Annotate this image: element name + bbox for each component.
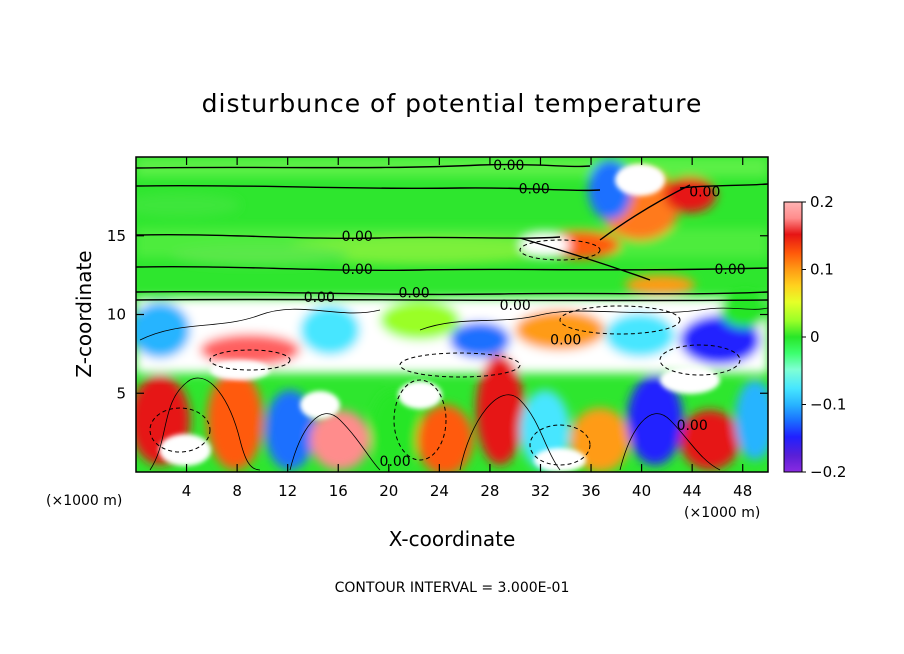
x-tick-label: 32 — [531, 482, 550, 500]
colorbar-tick-label: −0.2 — [810, 463, 846, 481]
contour-labels: 0.00 0.00 0.00 0.00 0.00 0.00 0.00 0.00 0.00 0.00… — [304, 158, 746, 470]
colorbar-tick-label: 0.1 — [810, 261, 834, 279]
contour-lines-thin — [139, 307, 768, 471]
field-blobs — [136, 157, 768, 472]
contour-label: 0.00 — [714, 262, 745, 278]
chart-title: disturbunce of potential temperature — [202, 89, 703, 118]
y-tick-label: 5 — [116, 384, 126, 402]
colorbar-tick-label: 0 — [810, 328, 820, 346]
colorbar-tick-label: 0.2 — [810, 193, 834, 211]
x-tick-label: 24 — [430, 482, 449, 500]
y-axis-ticks: 5 10 15 — [107, 227, 768, 402]
contour-interval-note: CONTOUR INTERVAL = 3.000E-01 — [335, 580, 570, 596]
y-tick-label: 15 — [107, 227, 126, 245]
x-tick-label: 4 — [182, 482, 192, 500]
x-tick-label: 44 — [683, 482, 702, 500]
contour-label: 0.00 — [398, 285, 429, 301]
x-tick-label: 36 — [581, 482, 600, 500]
x-unit-note-left: (×1000 m) — [46, 493, 122, 509]
x-tick-label: 48 — [733, 482, 752, 500]
contour-lines-dashed — [149, 239, 741, 466]
colorbar-gradient — [783, 201, 803, 473]
y-tick-label: 10 — [107, 306, 126, 324]
contour-label: 0.00 — [677, 418, 708, 434]
colorbar-ticks: 0.2 0.1 0 −0.1 −0.2 — [802, 193, 846, 481]
y-axis-label: Z-coordinate — [72, 250, 96, 377]
x-tick-label: 8 — [232, 482, 242, 500]
x-axis-ticks: 4 8 12 16 20 24 28 32 36 40 44 48 — [182, 157, 752, 500]
contour-label: 0.00 — [550, 333, 581, 349]
contour-label: 0.00 — [689, 185, 720, 201]
x-axis-label: X-coordinate — [389, 527, 516, 551]
contour-label: 0.00 — [342, 262, 373, 278]
contour-label: 0.00 — [304, 290, 335, 306]
x-tick-label: 16 — [329, 482, 348, 500]
x-tick-label: 20 — [379, 482, 398, 500]
x-unit-note-right: (×1000 m) — [684, 505, 760, 521]
x-tick-label: 40 — [632, 482, 651, 500]
colorbar-tick-label: −0.1 — [810, 396, 846, 414]
contour-label: 0.00 — [493, 158, 524, 174]
contour-label: 0.00 — [342, 229, 373, 245]
x-tick-label: 28 — [480, 482, 499, 500]
plot-area: 0.00 0.00 0.00 0.00 0.00 0.00 0.00 0.00 0.00 0.00… — [136, 157, 768, 472]
contour-lines — [136, 163, 768, 302]
contour-label: 0.00 — [519, 182, 550, 198]
field-white-cells — [159, 164, 720, 472]
x-tick-label: 12 — [278, 482, 297, 500]
contour-label: 0.00 — [380, 454, 411, 470]
contour-label: 0.00 — [500, 298, 531, 314]
colorbar: 0.2 0.1 0 −0.1 −0.2 — [783, 193, 846, 481]
